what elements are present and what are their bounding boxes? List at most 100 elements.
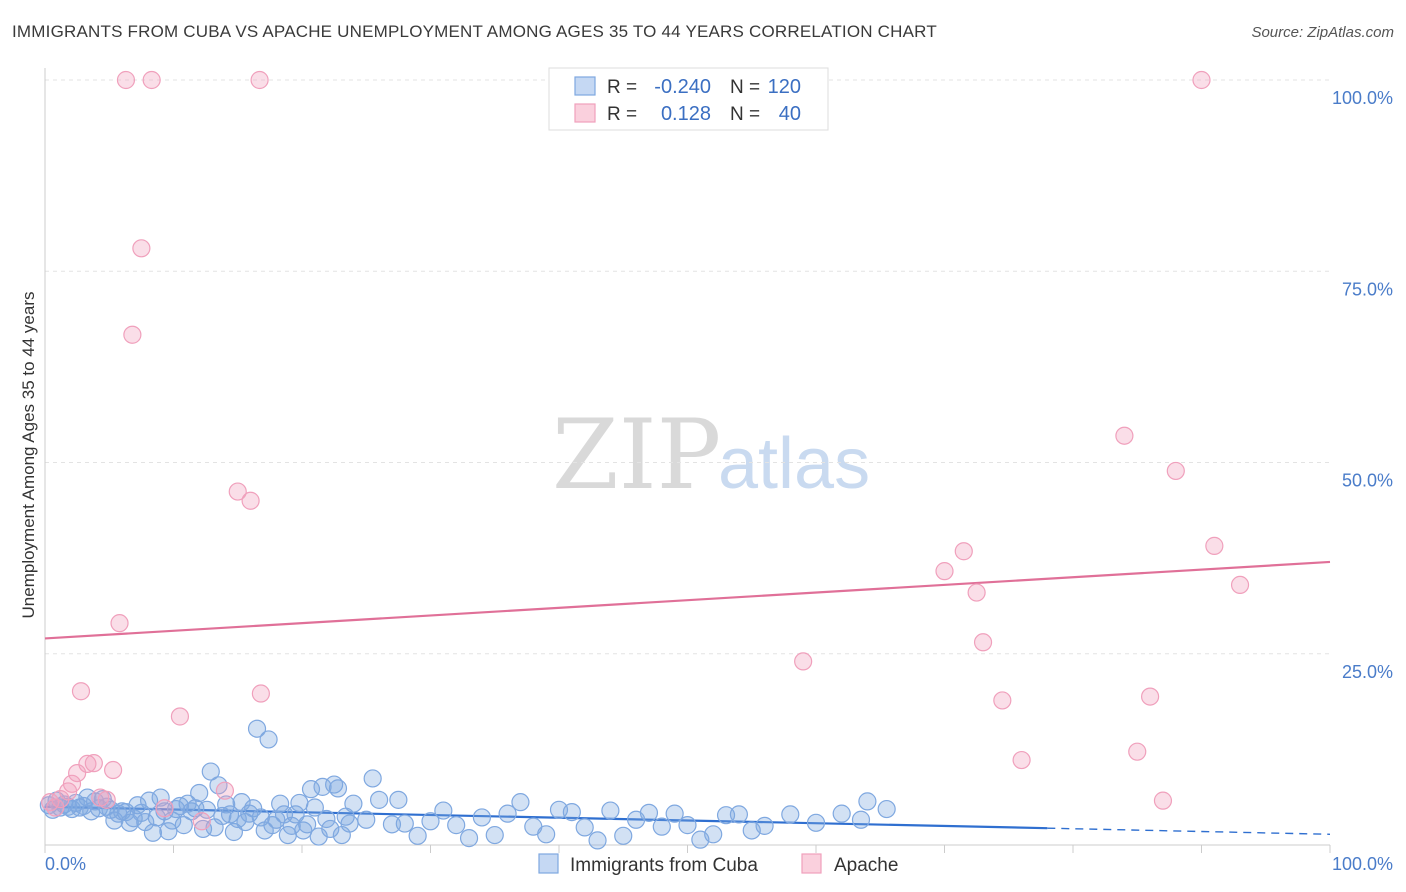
cuba-point — [174, 816, 193, 835]
cuba-point — [190, 783, 209, 803]
apache-point — [84, 754, 103, 773]
legend-n-value: 120 — [768, 76, 801, 98]
y-tick-label: 75.0% — [1342, 279, 1393, 299]
apache-point — [215, 781, 234, 800]
apache-point — [241, 491, 260, 510]
cuba-point — [652, 817, 671, 836]
legend-swatch-cuba — [574, 76, 596, 96]
apache-point — [155, 799, 174, 818]
cuba-point — [755, 816, 774, 835]
cuba-point — [588, 831, 607, 850]
apache-point — [794, 652, 813, 671]
apache-point — [62, 774, 82, 793]
data-points — [39, 70, 1250, 850]
apache-point — [1230, 575, 1250, 595]
apache-point — [71, 682, 91, 701]
apache-point — [78, 754, 97, 774]
cuba-point — [472, 808, 491, 827]
cuba-point — [408, 826, 427, 845]
cuba-point — [305, 798, 324, 817]
cuba-point — [498, 804, 517, 823]
legend-r-value: -0.240 — [654, 76, 711, 98]
watermark-zip: ZIP — [552, 399, 721, 511]
cuba-point — [877, 799, 896, 819]
legend-r-label: R = — [607, 77, 637, 98]
chart-source: Source: ZipAtlas.com — [1251, 24, 1394, 41]
cuba-point — [575, 818, 594, 837]
axes: 100.0% 75.0% 50.0% 25.0% 0.0% 100.0% — [44, 68, 1393, 874]
cuba-point — [357, 810, 376, 829]
cuba-point — [151, 788, 170, 807]
cuba-point — [193, 819, 213, 839]
cuba-point — [244, 799, 263, 818]
cuba-point — [139, 791, 159, 810]
cuba-point — [301, 780, 321, 799]
x-tick-label: 0.0% — [45, 854, 86, 874]
cuba-point — [485, 825, 504, 845]
apache-point — [104, 760, 123, 780]
cuba-point — [704, 825, 723, 844]
cuba-point — [395, 814, 414, 833]
cuba-point — [321, 819, 340, 839]
y-tick-label: 50.0% — [1342, 471, 1393, 491]
apache-point — [192, 812, 211, 831]
cuba-point — [201, 762, 220, 781]
apache-point — [1153, 791, 1173, 810]
apache-point — [1128, 742, 1147, 761]
cuba-point — [781, 805, 800, 824]
apache-point — [967, 583, 986, 602]
cuba-point — [282, 816, 301, 835]
apache-point — [132, 239, 151, 258]
legend-r-label: R = — [607, 104, 637, 125]
cuba-point — [851, 810, 871, 829]
y-tick-label: 100.0% — [1332, 88, 1393, 108]
legend-r-value: 0.128 — [661, 103, 711, 125]
legend-n-label: N = — [730, 77, 760, 98]
apache-point — [97, 790, 116, 809]
cuba-point — [601, 801, 620, 820]
gridlines — [45, 79, 1330, 655]
apache-point — [142, 70, 161, 90]
bottom-legend: Immigrants from Cuba Apache — [538, 853, 898, 876]
cuba-point — [290, 793, 309, 813]
cuba-point — [511, 793, 530, 812]
cuba-point — [298, 815, 317, 834]
apache-point — [228, 482, 247, 501]
cuba-point — [370, 790, 389, 809]
apache-point — [116, 70, 136, 90]
cuba-point — [382, 815, 402, 834]
cuba-point — [678, 816, 697, 835]
apache-point — [110, 614, 129, 633]
legend-swatch-apache — [574, 103, 596, 123]
cuba-point — [247, 719, 267, 738]
cuba-point — [344, 794, 363, 813]
legend-n-label: N = — [730, 104, 760, 125]
cuba-point — [614, 826, 633, 845]
x-tick-label: 100.0% — [1332, 854, 1393, 874]
cuba-point — [340, 814, 359, 833]
cuba-point — [447, 816, 466, 835]
cuba-point — [665, 804, 684, 823]
cuba-point — [271, 794, 290, 813]
legend: R = -0.240 N = 120 R = 0.128 N = 40 — [548, 67, 829, 131]
cuba-point — [259, 730, 278, 749]
cuba-point — [197, 800, 217, 819]
legend-n-value: 40 — [779, 103, 801, 125]
bottom-legend-swatch-cuba — [538, 853, 559, 874]
cuba-point — [729, 805, 749, 824]
cuba-point — [363, 769, 382, 788]
cuba-point — [143, 823, 163, 842]
apache-point — [41, 793, 60, 812]
cuba-point — [421, 812, 440, 831]
cuba-point — [537, 825, 556, 844]
cuba-point — [459, 829, 479, 848]
cuba-point — [389, 790, 408, 809]
apache-point — [954, 542, 973, 561]
trend-lines — [44, 560, 1331, 835]
cuba-point — [562, 803, 581, 822]
y-axis-label: Unemployment Among Ages 35 to 44 years — [19, 292, 38, 619]
apache-point — [1140, 687, 1160, 706]
apache-point — [1205, 536, 1224, 555]
bottom-legend-label-apache: Apache — [834, 855, 898, 876]
